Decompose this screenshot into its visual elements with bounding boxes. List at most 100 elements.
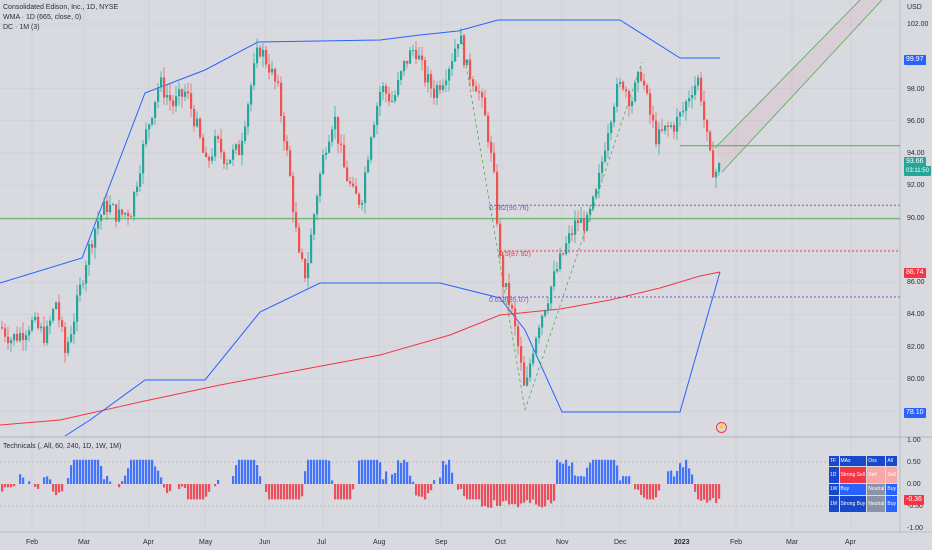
candle-body [553, 271, 556, 287]
histogram-bar [670, 470, 673, 484]
candle-body [550, 286, 553, 304]
candle-body [475, 86, 478, 92]
donchian-channel [0, 19, 721, 437]
channel-lower-line [721, 0, 883, 173]
histogram-bar [544, 484, 547, 507]
wma-path [0, 271, 721, 426]
histogram-bar [58, 484, 61, 493]
candle-body [403, 60, 406, 72]
technicals-legend[interactable]: Technicals (, All, 60, 240, 1D, 1W, 1M) [3, 443, 122, 450]
histogram-bar [655, 484, 658, 498]
candle-body [91, 244, 94, 248]
histogram-bar [298, 484, 301, 500]
candle-body [664, 125, 667, 131]
histogram-bar [640, 484, 643, 495]
candle-body [526, 377, 529, 386]
time-tick-label: Dec [614, 539, 627, 546]
candle-body [145, 129, 148, 145]
candle-body [634, 82, 637, 102]
dc-legend[interactable]: DC · 1M (3) [3, 24, 40, 31]
histogram-bar [574, 475, 577, 484]
histogram-bar [634, 484, 637, 490]
time-tick-label: Feb [26, 539, 39, 546]
histogram-bar [148, 459, 151, 484]
candle-body [61, 320, 64, 327]
histogram-bar [316, 459, 319, 484]
candle-body [298, 227, 301, 253]
candle-body [244, 126, 247, 141]
histogram-bar [370, 459, 373, 484]
histogram-bar [622, 476, 625, 484]
time-tick-label: Nov [556, 539, 569, 546]
histogram-bar [484, 484, 487, 506]
candle-body [574, 220, 577, 235]
histogram-bar [472, 484, 475, 500]
time-tick-label: Jul [317, 539, 326, 546]
histogram-bar [553, 484, 556, 501]
histogram-bar [346, 484, 349, 500]
table-header-all: All [885, 455, 898, 467]
candle-body [385, 85, 388, 94]
histogram-bar [607, 459, 610, 484]
histogram-bar [367, 459, 370, 484]
channel-fill [715, 0, 882, 172]
histogram-bar [676, 470, 679, 484]
candle-body [559, 253, 562, 270]
histogram-bar [415, 484, 418, 496]
candle-body [1, 327, 4, 329]
candle-body [433, 88, 436, 99]
histogram-bar [409, 475, 412, 484]
histogram-bar [496, 484, 499, 506]
candle-body [376, 105, 379, 125]
candle-body [67, 342, 70, 354]
candle-body [229, 159, 232, 164]
histogram-bar [673, 476, 676, 484]
histogram-bar [52, 484, 55, 492]
candle-body [673, 125, 676, 132]
histogram-bar [154, 466, 157, 484]
histogram-bar [691, 474, 694, 484]
histogram-bar [517, 484, 520, 508]
candle-body [118, 209, 121, 222]
histogram-bar [613, 459, 616, 484]
histogram-bar [349, 484, 352, 500]
histogram-bar [403, 459, 406, 484]
candle-body [490, 142, 493, 153]
alert-icon[interactable]: ⚡ [716, 422, 727, 433]
candle-body [313, 214, 316, 235]
histogram-bar [493, 484, 496, 501]
candle-body [88, 244, 91, 265]
candle-body [130, 216, 133, 218]
candle-body [496, 171, 499, 224]
candle-body [439, 85, 442, 90]
candle-body [301, 252, 304, 259]
candle-body [262, 49, 265, 57]
candle-body [256, 47, 259, 64]
candle-body [448, 68, 451, 81]
histogram-bar [145, 459, 148, 484]
candle-body [682, 110, 685, 113]
candle-body [646, 85, 649, 94]
symbol-legend[interactable]: Consolidated Edison, Inc., 1D, NYSE [3, 4, 119, 11]
candle-body [718, 163, 721, 172]
wma-legend[interactable]: WMA · 1D (665, close, 0) [3, 14, 82, 21]
candle-body [709, 131, 712, 151]
candle-body [679, 112, 682, 117]
candle-body [418, 55, 421, 60]
candlestick-series[interactable] [1, 28, 721, 387]
candle-body [697, 77, 700, 86]
table-row: 1W Buy Neutral Buy [828, 483, 898, 496]
candle-body [367, 159, 370, 173]
table-row: 1D Strong Sell Sell Sell [828, 466, 898, 484]
histogram-bar [217, 479, 220, 484]
histogram-bar [70, 465, 73, 484]
histogram-bar [109, 481, 112, 484]
candle-body [655, 120, 658, 145]
candle-body [361, 202, 364, 205]
candle-body [547, 303, 550, 311]
candle-body [280, 82, 283, 117]
histogram-bar [151, 459, 154, 484]
price-tick-label: 98.00 [907, 85, 925, 93]
histogram-bar [718, 484, 721, 499]
